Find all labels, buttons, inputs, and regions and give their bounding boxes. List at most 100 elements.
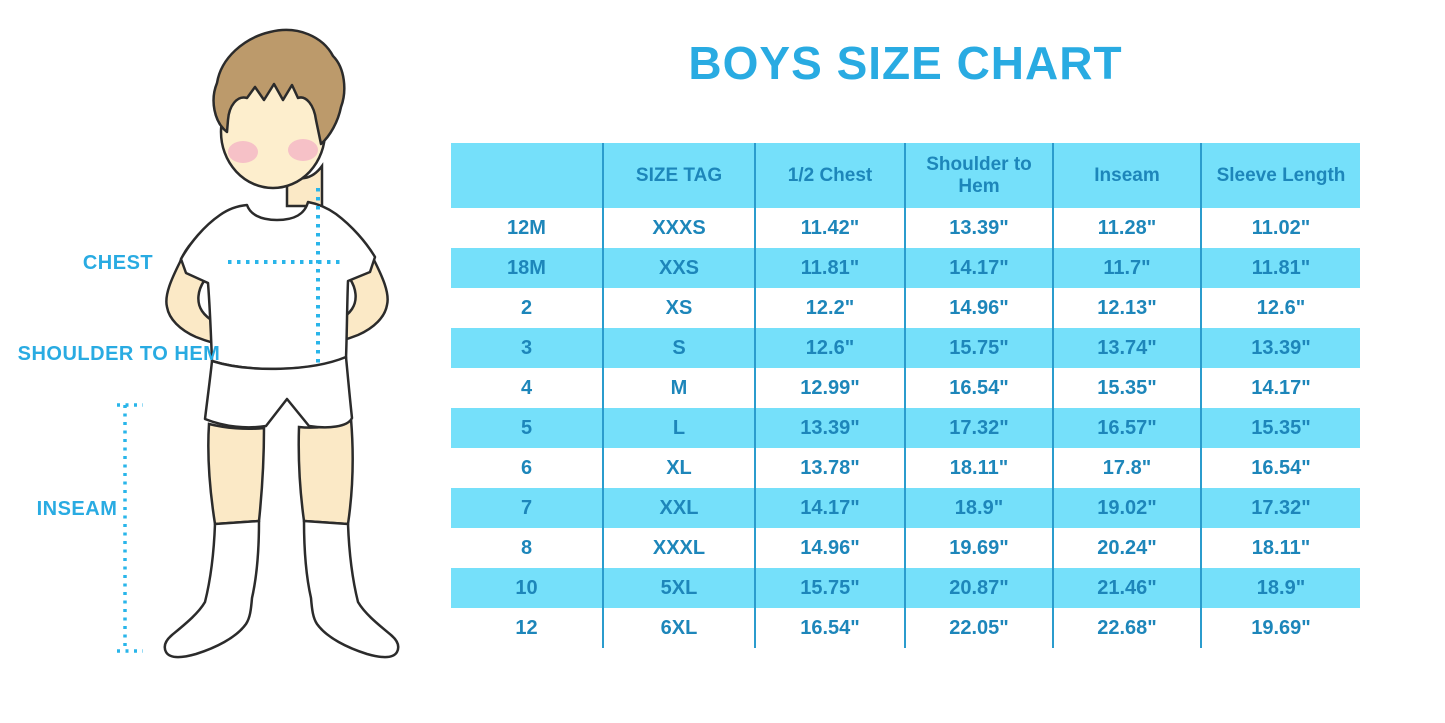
measurement-cell: 11.02" bbox=[1200, 208, 1360, 248]
measurement-cell: 11.81" bbox=[1200, 248, 1360, 288]
table-row: 6 XL 13.78" 18.11" 17.8" 16.54" bbox=[451, 448, 1360, 488]
measurement-cell: 17.8" bbox=[1052, 448, 1201, 488]
measurement-cell: M bbox=[602, 368, 755, 408]
measurement-cell: 20.87" bbox=[904, 568, 1053, 608]
measurement-cell: 11.28" bbox=[1052, 208, 1201, 248]
boy-illustration: CHEST SHOULDER TO HEM INSEAM bbox=[18, 28, 400, 659]
measurement-cell: 18.9" bbox=[1200, 568, 1360, 608]
measurement-cell: XS bbox=[602, 288, 755, 328]
measurement-cell: 16.54" bbox=[904, 368, 1053, 408]
measurement-cell: XXXL bbox=[602, 528, 755, 568]
inseam-label: INSEAM bbox=[37, 498, 118, 520]
column-header: 1/2 Chest bbox=[754, 143, 905, 208]
measurement-cell: 16.54" bbox=[1200, 448, 1360, 488]
measurement-cell: 18.11" bbox=[1200, 528, 1360, 568]
measurement-cell: XL bbox=[602, 448, 755, 488]
size-cell: 4 bbox=[520, 376, 533, 399]
boy-shorts bbox=[203, 355, 354, 429]
column-header: Inseam bbox=[1052, 143, 1201, 208]
measurement-cell: 18.9" bbox=[904, 488, 1053, 528]
table-row: 12M XXXS 11.42" 13.39" 11.28" 11.02" bbox=[451, 208, 1360, 248]
measurement-cell: 13.39" bbox=[1200, 328, 1360, 368]
size-cell: 5 bbox=[451, 408, 603, 448]
size-cell: 6 bbox=[520, 456, 533, 479]
measurement-cell: 17.32" bbox=[1200, 488, 1360, 528]
header-row: SIZE TAG 1/2 Chest Shoulder to Hem Inseam Sl… bbox=[451, 143, 1360, 208]
measurement-cell: 14.17" bbox=[904, 248, 1053, 288]
measurement-cell: 13.39" bbox=[904, 208, 1053, 248]
measurement-cell: 15.75" bbox=[754, 568, 905, 608]
measurement-cell: 15.35" bbox=[1200, 408, 1360, 448]
measurement-cell: 15.35" bbox=[1052, 368, 1201, 408]
measurement-cell: XXL bbox=[602, 488, 755, 528]
measurement-cell: 18.11" bbox=[904, 448, 1053, 488]
measurement-cell: 14.96" bbox=[904, 288, 1053, 328]
column-header: Sleeve Length bbox=[1200, 143, 1360, 208]
size-table-header: SIZE TAG 1/2 Chest Shoulder to Hem Inseam Sl… bbox=[451, 143, 1360, 208]
measurement-cell: 11.81" bbox=[754, 248, 905, 288]
boy-left-sock bbox=[163, 519, 261, 659]
measurement-cell: 5XL bbox=[602, 568, 755, 608]
boy-tshirt bbox=[179, 200, 377, 371]
measurement-cell: 11.42" bbox=[754, 208, 905, 248]
boy-right-cheek bbox=[288, 139, 318, 161]
measurement-cell: 22.05" bbox=[904, 608, 1053, 648]
measurement-cell: 13.39" bbox=[754, 408, 905, 448]
table-row: 5 L 13.39" 17.32" 16.57" 15.35" bbox=[451, 408, 1360, 448]
measurement-cell: 19.02" bbox=[1052, 488, 1201, 528]
column-header: Shoulder to Hem bbox=[904, 143, 1053, 208]
size-cell: 3 bbox=[451, 328, 603, 368]
table-row: 4 M 12.99" 16.54" 15.35" 14.17" bbox=[451, 368, 1360, 408]
measurement-cell: 21.46" bbox=[1052, 568, 1201, 608]
measurement-cell: 12.99" bbox=[754, 368, 905, 408]
size-cell: 18M bbox=[451, 248, 603, 288]
size-table: SIZE TAG 1/2 Chest Shoulder to Hem Inseam Sl… bbox=[451, 143, 1360, 648]
measurement-cell: XXXS bbox=[602, 208, 755, 248]
measurement-cell: XXS bbox=[602, 248, 755, 288]
size-cell: 2 bbox=[520, 296, 533, 319]
size-cell: 7 bbox=[451, 488, 603, 528]
measurement-cell: 19.69" bbox=[904, 528, 1053, 568]
measurement-cell: 12.2" bbox=[754, 288, 905, 328]
measurement-cell: 14.17" bbox=[1200, 368, 1360, 408]
table-row: 8 XXXL 14.96" 19.69" 20.24" 18.11" bbox=[451, 528, 1360, 568]
measurement-cell: 12.6" bbox=[754, 328, 905, 368]
boy-right-leg bbox=[297, 417, 354, 526]
measurement-cell: 11.7" bbox=[1052, 248, 1201, 288]
chest-label: CHEST bbox=[83, 252, 153, 274]
size-cell: 12 bbox=[515, 616, 538, 639]
measurement-cell: 19.69" bbox=[1200, 608, 1360, 648]
measurement-cell: 14.96" bbox=[754, 528, 905, 568]
table-row: 2 XS 12.2" 14.96" 12.13" 12.6" bbox=[451, 288, 1360, 328]
boy-hair bbox=[212, 28, 346, 146]
table-row: 12 6XL 16.54" 22.05" 22.68" 19.69" bbox=[451, 608, 1360, 648]
table-row: 3 S 12.6" 15.75" 13.74" 13.39" bbox=[451, 328, 1360, 368]
measurement-cell: 12.6" bbox=[1200, 288, 1360, 328]
measurement-cell: 22.68" bbox=[1052, 608, 1201, 648]
boy-right-sock bbox=[302, 519, 400, 659]
table-row: 10 5XL 15.75" 20.87" 21.46" 18.9" bbox=[451, 568, 1360, 608]
measurement-cell: 15.75" bbox=[904, 328, 1053, 368]
measurement-cell: 14.17" bbox=[754, 488, 905, 528]
table-row: 7 XXL 14.17" 18.9" 19.02" 17.32" bbox=[451, 488, 1360, 528]
boy-left-cheek bbox=[228, 141, 258, 163]
table-row: 18M XXS 11.81" 14.17" 11.7" 11.81" bbox=[451, 248, 1360, 288]
page-title: BOYS SIZE CHART bbox=[688, 37, 1123, 89]
size-table-body: 12M XXXS 11.42" 13.39" 11.28" 11.02" 18M XXS 11.… bbox=[451, 208, 1360, 648]
size-cell: 8 bbox=[520, 536, 533, 559]
measurement-cell: 16.54" bbox=[754, 608, 905, 648]
shoulder-to-hem-label: SHOULDER TO HEM bbox=[18, 343, 221, 365]
measurement-cell: 6XL bbox=[602, 608, 755, 648]
column-header: SIZE TAG bbox=[602, 143, 755, 208]
measurement-cell: 13.74" bbox=[1052, 328, 1201, 368]
measurement-figure: CHEST SHOULDER TO HEM INSEAM bbox=[0, 0, 450, 723]
measurement-cell: 20.24" bbox=[1052, 528, 1201, 568]
measurement-cell: S bbox=[602, 328, 755, 368]
measurement-cell: 17.32" bbox=[904, 408, 1053, 448]
column-header bbox=[451, 143, 603, 208]
measurement-cell: L bbox=[602, 408, 755, 448]
size-cell: 10 bbox=[451, 568, 603, 608]
measurement-cell: 13.78" bbox=[754, 448, 905, 488]
size-cell: 12M bbox=[507, 216, 546, 239]
